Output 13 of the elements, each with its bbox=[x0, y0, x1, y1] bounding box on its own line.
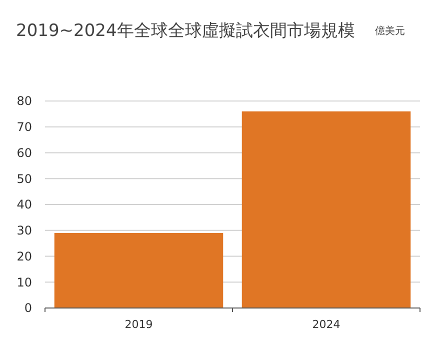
y-tick-label: 0 bbox=[24, 301, 32, 316]
x-tick-label: 2024 bbox=[312, 318, 340, 331]
y-tick-label: 70 bbox=[16, 120, 32, 134]
y-tick-label: 30 bbox=[16, 224, 32, 238]
y-tick-label: 80 bbox=[16, 94, 32, 108]
text: 億美元 bbox=[375, 25, 405, 37]
y-tick-label: 50 bbox=[16, 172, 32, 186]
chart-title: 2019~2024年全球全球虛擬試衣間市場規模 bbox=[16, 21, 355, 41]
y-tick-label: 40 bbox=[16, 198, 32, 212]
y-tick-label: 10 bbox=[16, 275, 32, 290]
x-tick-label: 2019 bbox=[124, 318, 153, 331]
y-tick-label: 60 bbox=[16, 146, 32, 160]
y-tick-label: 20 bbox=[16, 249, 32, 264]
